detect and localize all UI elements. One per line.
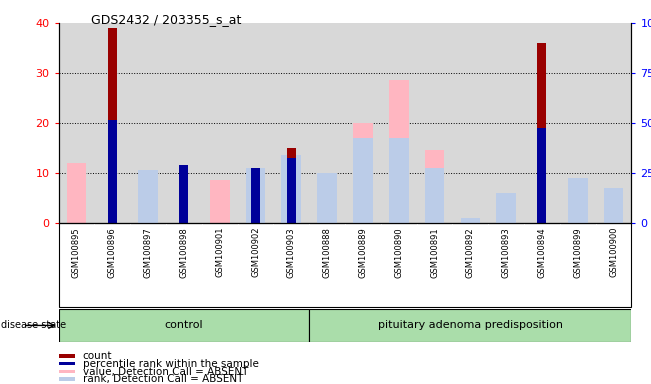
Bar	[353, 138, 373, 223]
Text: GSM100900: GSM100900	[609, 227, 618, 278]
Bar	[389, 81, 409, 223]
Text: GSM100902: GSM100902	[251, 227, 260, 278]
Bar	[281, 156, 301, 223]
Text: control: control	[165, 320, 203, 331]
Bar	[353, 123, 373, 223]
Bar	[59, 370, 75, 373]
Text: GSM100896: GSM100896	[108, 227, 117, 278]
Text: rank, Detection Call = ABSENT: rank, Detection Call = ABSENT	[83, 374, 243, 384]
Bar	[496, 193, 516, 223]
Bar	[59, 377, 75, 381]
Bar	[424, 151, 445, 223]
Bar	[59, 362, 75, 366]
Bar	[538, 43, 546, 223]
Bar	[317, 183, 337, 223]
Text: GSM100892: GSM100892	[466, 227, 475, 278]
Bar	[568, 178, 588, 223]
Bar	[496, 193, 516, 223]
Bar	[317, 173, 337, 223]
Bar	[210, 180, 230, 223]
Bar	[138, 170, 158, 223]
Text: pituitary adenoma predisposition: pituitary adenoma predisposition	[378, 320, 563, 331]
Text: GSM100888: GSM100888	[323, 227, 331, 278]
Text: GSM100897: GSM100897	[144, 227, 152, 278]
Bar	[287, 148, 296, 223]
Text: GSM100898: GSM100898	[180, 227, 188, 278]
Bar	[245, 168, 266, 223]
Text: GSM100890: GSM100890	[395, 227, 403, 278]
Bar	[424, 168, 445, 223]
Bar	[108, 121, 117, 223]
Text: GSM100889: GSM100889	[359, 227, 367, 278]
Bar	[389, 138, 409, 223]
Bar	[603, 193, 624, 223]
Bar	[180, 168, 188, 223]
Bar	[251, 168, 260, 223]
Text: count: count	[83, 351, 112, 361]
Text: GSM100894: GSM100894	[538, 227, 546, 278]
Text: GSM100895: GSM100895	[72, 227, 81, 278]
Text: GSM100901: GSM100901	[215, 227, 224, 278]
Bar	[138, 170, 158, 223]
Text: GSM100899: GSM100899	[574, 227, 582, 278]
Text: GSM100903: GSM100903	[287, 227, 296, 278]
Text: GSM100893: GSM100893	[502, 227, 510, 278]
Bar	[309, 309, 631, 342]
Bar	[603, 188, 624, 223]
Text: percentile rank within the sample: percentile rank within the sample	[83, 359, 258, 369]
Bar	[251, 168, 260, 223]
Bar	[460, 218, 480, 223]
Text: GDS2432 / 203355_s_at: GDS2432 / 203355_s_at	[91, 13, 242, 26]
Bar	[66, 163, 87, 223]
Bar	[59, 309, 309, 342]
Bar	[287, 158, 296, 223]
Text: value, Detection Call = ABSENT: value, Detection Call = ABSENT	[83, 367, 248, 377]
Bar	[108, 28, 117, 223]
Bar	[538, 128, 546, 223]
Bar	[180, 166, 188, 223]
Bar	[59, 354, 75, 358]
Text: disease state: disease state	[1, 320, 66, 331]
Bar	[568, 178, 588, 223]
Text: GSM100891: GSM100891	[430, 227, 439, 278]
